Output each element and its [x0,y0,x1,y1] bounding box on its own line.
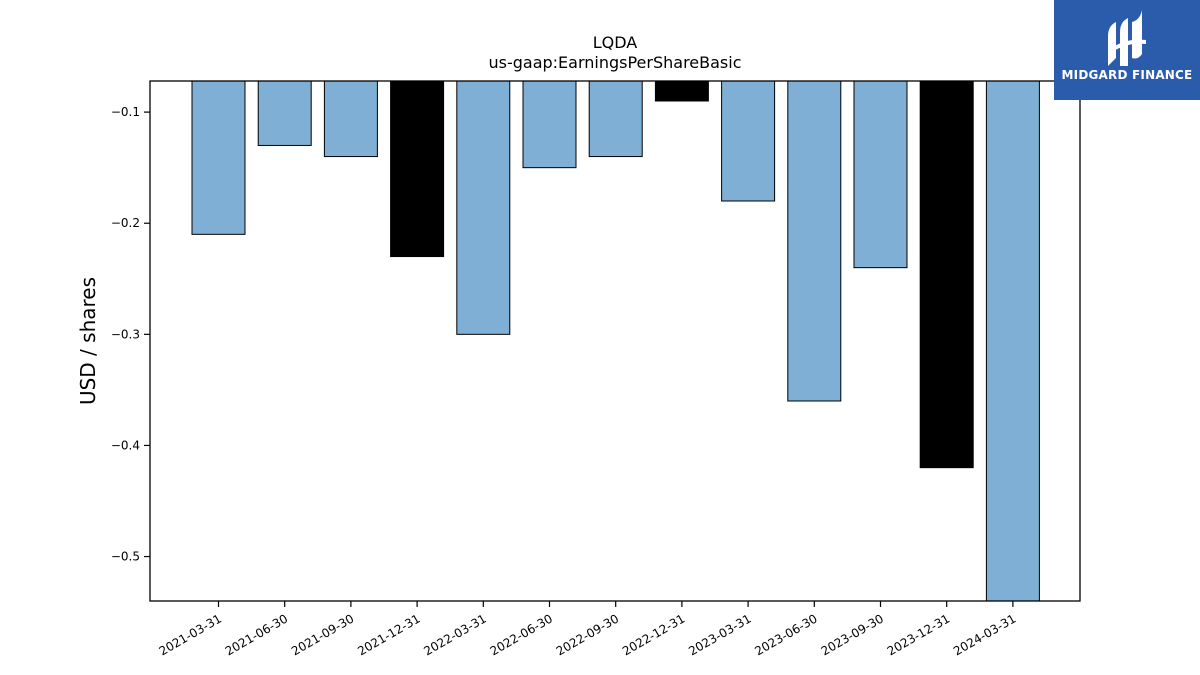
bar-2023-12-31 [919,80,974,469]
y-tick-label: −0.2 [111,216,140,230]
bar-2022-09-30 [588,80,643,158]
x-tick-label: 2023-06-30 [752,611,819,658]
x-axis: 2021-03-312021-06-302021-09-302021-12-31… [157,601,1018,658]
x-tick-label: 2023-12-31 [885,611,952,658]
midgard-logo-icon [1108,10,1146,66]
bar-2023-06-30 [787,80,842,402]
bar-2022-12-31 [654,80,709,102]
bar-2021-06-30 [257,80,312,146]
y-axis-label: USD / shares [76,277,100,405]
brand-logo-text: MIDGARD FINANCE [1061,68,1193,82]
bar-2021-03-31 [191,80,246,235]
bar-2023-09-30 [853,80,908,269]
bar-2024-03-31 [985,80,1040,602]
bar-2021-12-31 [390,80,445,258]
y-axis: −0.1 −0.2 −0.3 −0.4 −0.5 [111,105,150,564]
x-tick-label: 2021-09-30 [289,611,356,658]
bar-2022-06-30 [522,80,577,169]
bar-2023-03-31 [721,80,776,202]
x-tick-label: 2023-03-31 [686,611,753,658]
y-tick-label: −0.5 [111,550,140,564]
bars-group [191,80,1040,602]
x-tick-label: 2022-09-30 [554,611,621,658]
x-tick-label: 2022-06-30 [488,611,555,658]
bar-2021-09-30 [323,80,378,158]
chart-subtitle: us-gaap:EarningsPerShareBasic [488,53,741,72]
x-tick-label: 2023-09-30 [819,611,886,658]
brand-logo: MIDGARD FINANCE [1054,0,1200,100]
bar-2022-03-31 [456,80,511,335]
x-tick-label: 2022-03-31 [421,611,488,658]
x-tick-label: 2022-12-31 [620,611,687,658]
y-tick-label: −0.1 [111,105,140,119]
chart-title: LQDA [593,33,638,52]
plot-frame [149,80,1081,602]
x-tick-label: 2021-03-31 [157,611,224,658]
y-tick-label: −0.3 [111,327,140,341]
x-tick-label: 2021-06-30 [223,611,290,658]
x-tick-label: 2021-12-31 [355,611,422,658]
x-tick-label: 2024-03-31 [951,611,1018,658]
y-tick-label: −0.4 [111,438,140,452]
